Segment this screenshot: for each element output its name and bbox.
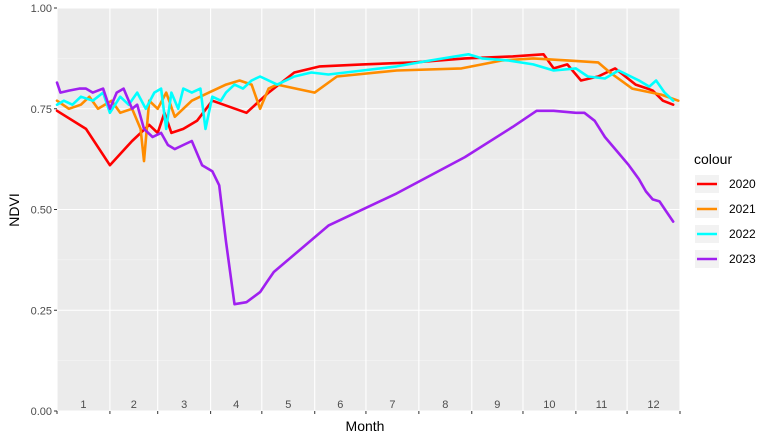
y-tick-label: 0.25 xyxy=(31,305,52,317)
y-tick-label: 1.00 xyxy=(31,3,52,15)
series-line-2021 xyxy=(55,57,680,163)
month-label: 6 xyxy=(337,399,343,411)
x-axis-title: Month xyxy=(346,418,385,434)
y-tick-label: 0.50 xyxy=(31,205,52,217)
month-label: 7 xyxy=(389,399,395,411)
legend-items: 2020 2021 2022 2023 xyxy=(695,175,756,268)
month-label: 10 xyxy=(543,399,555,411)
legend: colour 2020 2021 2022 2023 xyxy=(694,151,756,268)
legend-label-2021: 2021 xyxy=(729,202,756,216)
month-label: 12 xyxy=(647,399,659,411)
legend-title: colour xyxy=(694,151,732,167)
month-label: 2 xyxy=(131,399,137,411)
month-label: 8 xyxy=(442,399,448,411)
month-label: 3 xyxy=(181,399,187,411)
y-axis-title: NDVI xyxy=(6,193,22,226)
month-label: 11 xyxy=(596,399,607,411)
month-label: 4 xyxy=(233,399,239,411)
series-layer xyxy=(55,52,680,306)
legend-label-2022: 2022 xyxy=(729,227,756,241)
y-tick-label: 0.00 xyxy=(31,406,52,418)
y-tick-label: 0.75 xyxy=(31,104,52,116)
axis-layer: 0.000.250.500.751.001 2 3 4 5 6 7 8 9 10 11 12 xyxy=(31,3,681,418)
legend-label-2023: 2023 xyxy=(729,252,756,266)
legend-label-2020: 2020 xyxy=(729,177,756,191)
month-label: 5 xyxy=(285,399,291,411)
month-label: 9 xyxy=(494,399,500,411)
series-line-2023 xyxy=(55,81,675,306)
series-line-2022 xyxy=(55,52,675,131)
month-label: 1 xyxy=(80,399,86,411)
